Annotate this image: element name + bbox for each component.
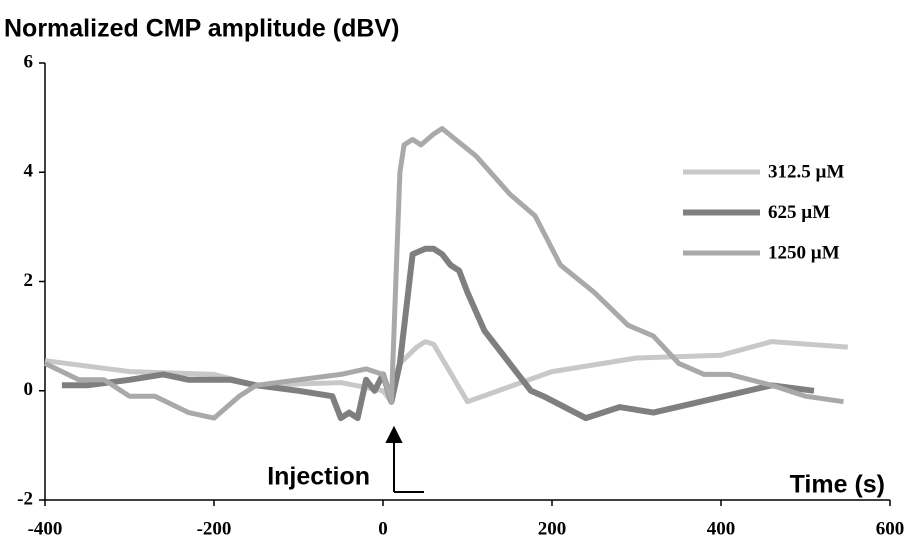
annotation: Injection	[267, 463, 370, 491]
x-tick-label: -400	[28, 518, 63, 539]
legend-label: 625 µM	[768, 202, 830, 223]
x-tick-label: 0	[378, 518, 388, 539]
series-line	[43, 126, 844, 421]
y-tick-label: 6	[24, 51, 34, 72]
legend-label: 1250 µM	[768, 242, 840, 263]
arrow-head	[385, 425, 403, 443]
y-tick-label: 4	[24, 161, 34, 182]
y-tick-label: -2	[17, 488, 33, 509]
x-tick-label: -200	[197, 518, 232, 539]
x-tick-label: 600	[876, 518, 905, 539]
injection-arrow	[385, 425, 424, 493]
legend-label: 312.5 µM	[768, 161, 844, 182]
y-tick-label: 0	[24, 379, 34, 400]
x-tick-label: 400	[707, 518, 736, 539]
y-tick-label: 2	[24, 270, 34, 291]
x-tick-label: 200	[538, 518, 567, 539]
x-axis-label: Time (s)	[790, 471, 885, 499]
series-line	[61, 245, 815, 422]
chart-title: Normalized CMP amplitude (dBV)	[4, 15, 399, 43]
